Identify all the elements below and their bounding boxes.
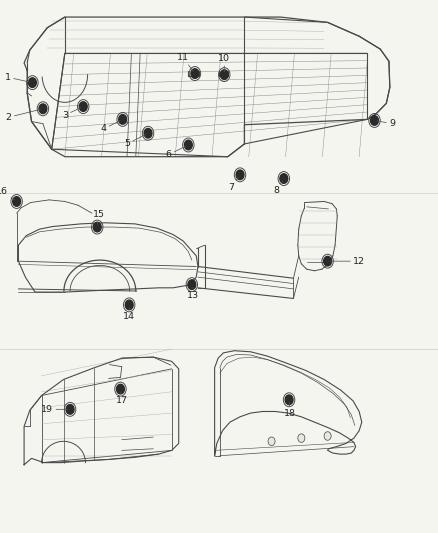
Circle shape	[144, 128, 152, 138]
Text: 11: 11	[177, 53, 193, 71]
Text: 6: 6	[166, 146, 186, 159]
Text: 18: 18	[284, 402, 296, 417]
Circle shape	[125, 300, 133, 310]
Circle shape	[93, 222, 101, 232]
Circle shape	[371, 116, 378, 125]
Circle shape	[117, 384, 124, 394]
Circle shape	[79, 102, 87, 111]
Text: 12: 12	[330, 257, 365, 265]
Circle shape	[191, 69, 199, 78]
Text: 15: 15	[92, 211, 105, 224]
Text: 17: 17	[116, 392, 128, 405]
Text: 7: 7	[228, 177, 238, 192]
Circle shape	[39, 104, 47, 114]
Circle shape	[66, 405, 74, 414]
Text: 2: 2	[6, 109, 40, 122]
Circle shape	[236, 170, 244, 180]
Circle shape	[13, 197, 21, 206]
Text: 14: 14	[123, 308, 135, 321]
Text: 8: 8	[273, 181, 283, 195]
Circle shape	[324, 432, 331, 440]
Circle shape	[298, 434, 305, 442]
Circle shape	[119, 115, 127, 124]
Circle shape	[280, 174, 288, 183]
Circle shape	[285, 395, 293, 405]
Text: 10: 10	[218, 54, 230, 72]
Circle shape	[268, 437, 275, 446]
Text: 3: 3	[62, 108, 81, 119]
Text: 16: 16	[0, 188, 14, 200]
Text: 4: 4	[100, 120, 120, 133]
Text: 19: 19	[41, 405, 67, 414]
Text: 9: 9	[377, 119, 395, 128]
Text: 5: 5	[124, 134, 145, 148]
Circle shape	[184, 140, 192, 150]
Text: 1: 1	[5, 73, 30, 82]
Circle shape	[188, 280, 196, 289]
Circle shape	[324, 256, 332, 266]
Circle shape	[28, 78, 36, 87]
Text: 13: 13	[187, 287, 199, 300]
Circle shape	[220, 70, 228, 79]
